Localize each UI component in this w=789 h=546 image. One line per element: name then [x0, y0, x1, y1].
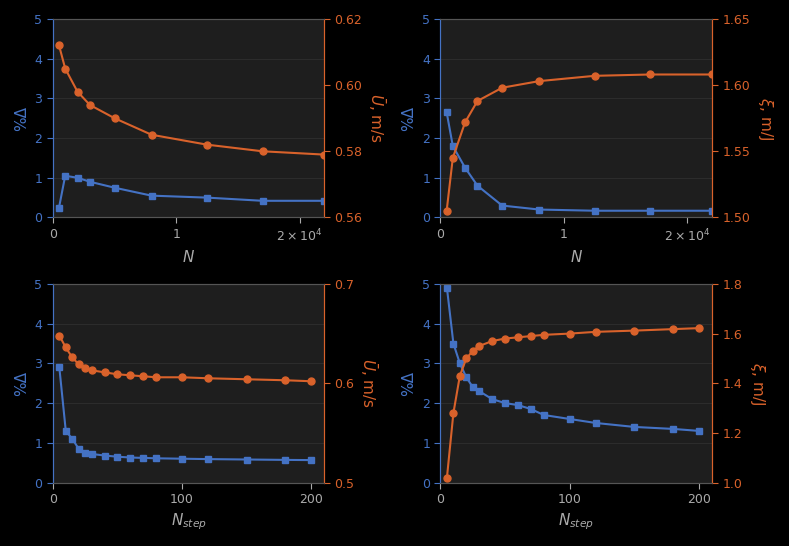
- Y-axis label: $\xi$, m/J: $\xi$, m/J: [748, 361, 767, 405]
- Y-axis label: $\bar{U}$, m/s: $\bar{U}$, m/s: [366, 93, 387, 143]
- Y-axis label: %Δ: %Δ: [402, 371, 417, 396]
- Y-axis label: %Δ: %Δ: [14, 106, 29, 130]
- Y-axis label: $\xi$, m/J: $\xi$, m/J: [756, 97, 775, 140]
- X-axis label: $N_{step}$: $N_{step}$: [558, 512, 594, 532]
- X-axis label: N: N: [183, 250, 194, 265]
- X-axis label: N: N: [570, 250, 581, 265]
- Y-axis label: %Δ: %Δ: [402, 106, 417, 130]
- Y-axis label: $\bar{U}$, m/s: $\bar{U}$, m/s: [358, 358, 380, 408]
- Y-axis label: %Δ: %Δ: [14, 371, 29, 396]
- X-axis label: $N_{step}$: $N_{step}$: [170, 512, 207, 532]
